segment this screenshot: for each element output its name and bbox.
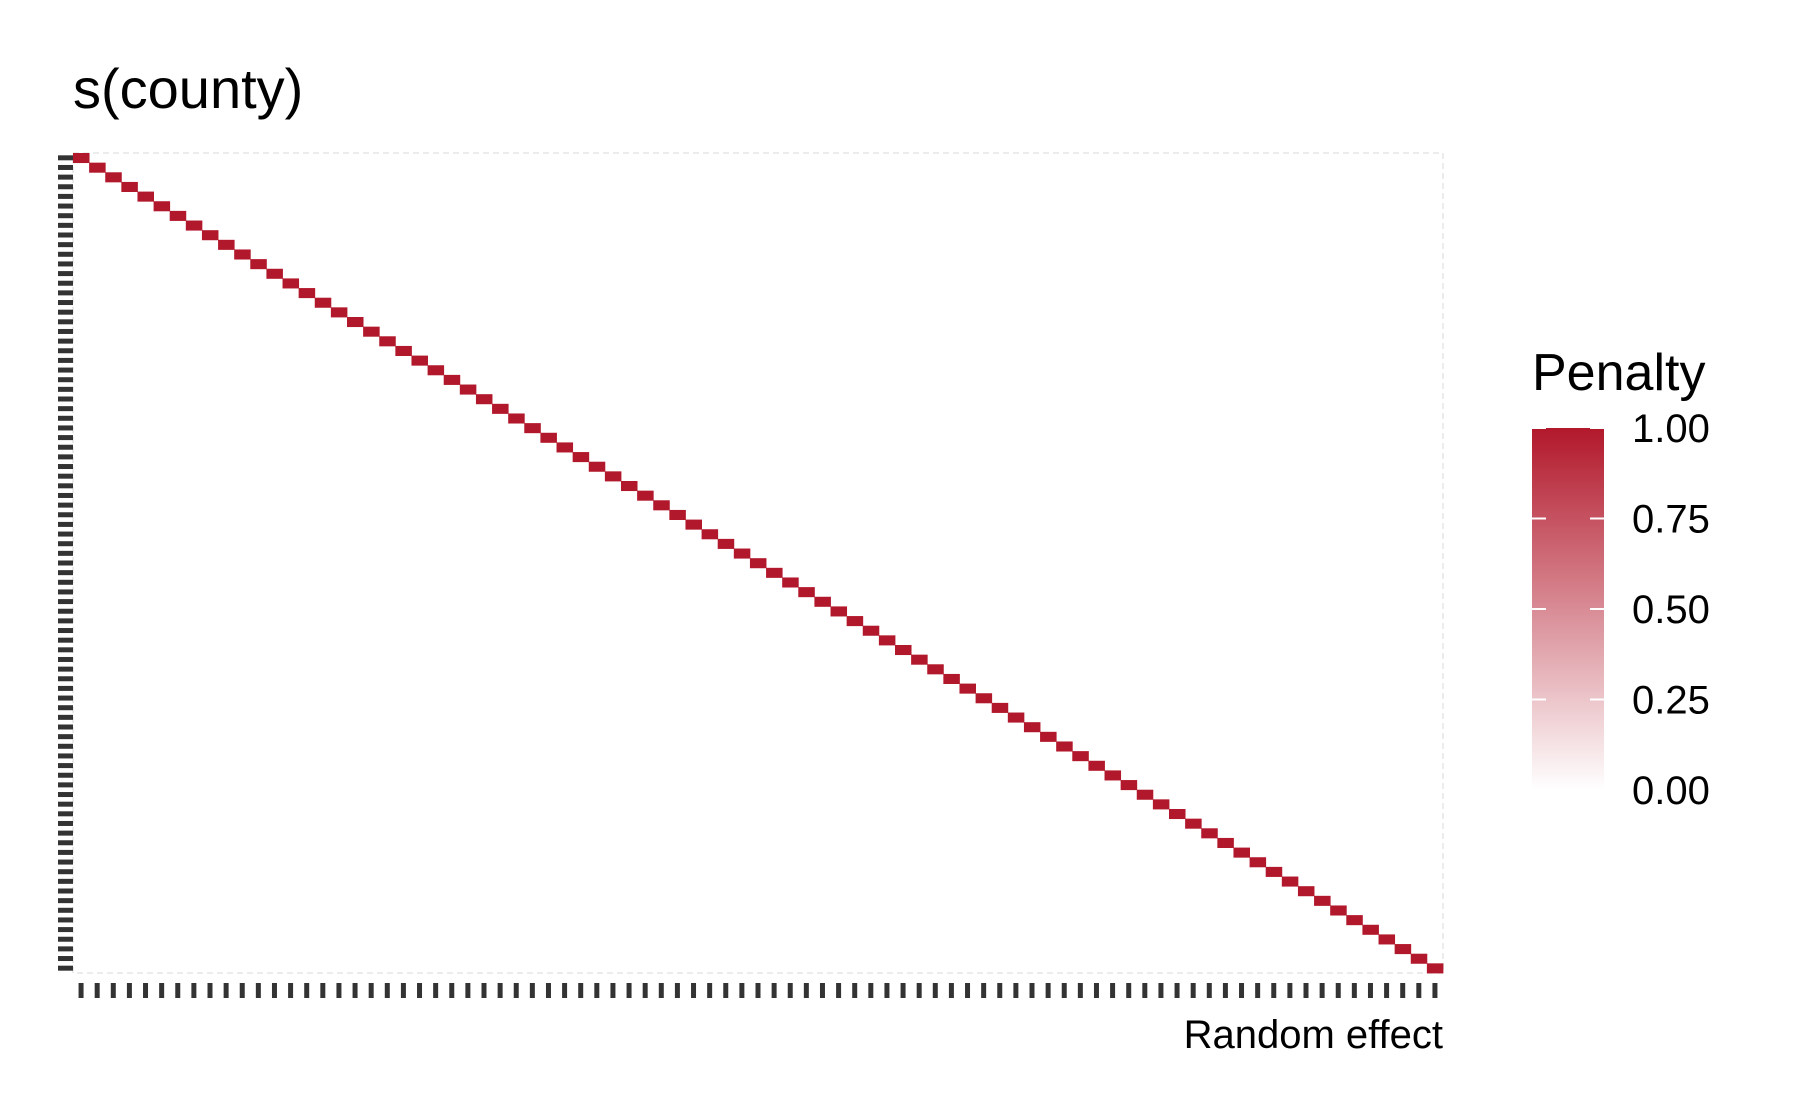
heatmap-cell bbox=[959, 683, 976, 694]
chart-title: s(county) bbox=[73, 57, 303, 120]
legend-ticks: 1.00 0.75 0.50 0.25 0.00 bbox=[1532, 407, 1710, 813]
heatmap-cell bbox=[1394, 944, 1412, 955]
heatmap-cell bbox=[878, 635, 896, 646]
heatmap-cell bbox=[1056, 741, 1073, 752]
heatmap-cells bbox=[73, 153, 1444, 974]
heatmap-cell bbox=[89, 162, 106, 173]
heatmap-cell bbox=[1410, 953, 1428, 964]
heatmap-cell bbox=[121, 181, 138, 192]
heatmap-cell bbox=[685, 519, 702, 530]
heatmap-cell bbox=[218, 239, 235, 250]
heatmap-cell bbox=[443, 374, 461, 385]
heatmap-cell bbox=[862, 625, 880, 636]
heatmap-cell bbox=[943, 673, 960, 684]
heatmap-cell bbox=[846, 616, 864, 627]
heatmap-cell bbox=[669, 509, 686, 520]
heatmap-cell bbox=[185, 220, 203, 231]
heatmap-cell bbox=[266, 268, 283, 279]
heatmap-cell bbox=[814, 596, 831, 607]
heatmap-cell bbox=[73, 153, 90, 164]
heatmap-cell bbox=[363, 326, 380, 337]
heatmap-cell bbox=[1136, 789, 1154, 800]
heatmap-cell bbox=[1169, 809, 1186, 820]
heatmap-cell bbox=[1297, 886, 1315, 897]
heatmap-cell bbox=[556, 442, 574, 453]
heatmap-cell bbox=[991, 702, 1009, 713]
heatmap-cell bbox=[540, 432, 557, 443]
heatmap-cell bbox=[1023, 722, 1041, 733]
heatmap-cell bbox=[1265, 866, 1283, 877]
heatmap-cell bbox=[475, 394, 493, 405]
heatmap-cell bbox=[701, 529, 719, 540]
heatmap-cell bbox=[717, 538, 735, 549]
heatmap-cell bbox=[911, 654, 928, 665]
heatmap-cell bbox=[1249, 857, 1267, 868]
heatmap-cell bbox=[1040, 731, 1057, 742]
heatmap-cell bbox=[1314, 895, 1331, 906]
legend: Penalty 1.00 0.75 0.50 0.25 0.00 bbox=[1532, 344, 1710, 813]
legend-tick-label: 0.50 bbox=[1632, 588, 1710, 632]
heatmap-cell bbox=[1072, 751, 1089, 762]
heatmap-cell bbox=[347, 317, 364, 328]
heatmap-cell bbox=[153, 201, 171, 212]
heatmap-cell bbox=[621, 481, 638, 492]
heatmap-cell bbox=[330, 307, 348, 318]
legend-tick-label: 1.00 bbox=[1632, 407, 1710, 451]
heatmap-cell bbox=[1007, 712, 1025, 723]
heatmap-cell bbox=[975, 693, 993, 704]
heatmap-cell bbox=[749, 558, 767, 569]
heatmap-cell bbox=[798, 587, 815, 598]
heatmap-cell bbox=[427, 365, 445, 376]
heatmap-cell bbox=[395, 345, 412, 356]
x-axis-ticks bbox=[78, 983, 1438, 998]
heatmap-cell bbox=[1104, 770, 1122, 781]
heatmap-cell bbox=[927, 664, 944, 675]
heatmap-cell bbox=[411, 355, 428, 366]
heatmap-cell bbox=[298, 288, 316, 299]
heatmap-cell bbox=[1152, 799, 1170, 810]
heatmap-cell bbox=[1330, 905, 1347, 916]
heatmap-cell bbox=[459, 384, 477, 395]
heatmap-cell bbox=[1120, 780, 1138, 791]
heatmap-cell bbox=[1378, 934, 1396, 945]
heatmap-cell bbox=[1362, 924, 1379, 935]
heatmap-cell bbox=[250, 259, 267, 270]
heatmap-cell bbox=[653, 500, 670, 511]
heatmap-cell bbox=[314, 297, 332, 308]
heatmap-cell bbox=[830, 606, 848, 617]
heatmap-cell bbox=[1201, 828, 1218, 839]
heatmap-cell bbox=[895, 645, 912, 656]
heatmap-cell bbox=[1088, 760, 1105, 771]
heatmap-cell bbox=[137, 191, 154, 202]
heatmap-cell bbox=[282, 278, 300, 289]
legend-tick-label: 0.00 bbox=[1632, 769, 1710, 813]
y-axis-ticks bbox=[58, 155, 73, 971]
heatmap-cell bbox=[508, 413, 525, 424]
heatmap-cell bbox=[637, 490, 654, 501]
legend-tick-label: 0.25 bbox=[1632, 679, 1710, 723]
heatmap-cell bbox=[572, 452, 590, 463]
heatmap-cell bbox=[604, 471, 622, 482]
heatmap-cell bbox=[1281, 876, 1299, 887]
heatmap-cell bbox=[105, 172, 122, 183]
heatmap-cell bbox=[588, 461, 606, 472]
heatmap-cell bbox=[1217, 837, 1234, 848]
heatmap-cell bbox=[1185, 818, 1202, 829]
x-axis-label: Random effect bbox=[1184, 1013, 1443, 1057]
legend-title: Penalty bbox=[1532, 344, 1705, 402]
heatmap-cell bbox=[492, 403, 509, 414]
heatmap-cell bbox=[782, 577, 799, 588]
heatmap-cell bbox=[379, 336, 396, 347]
heatmap-cell bbox=[766, 567, 783, 578]
heatmap-cell bbox=[169, 210, 187, 221]
heatmap-cell bbox=[201, 230, 219, 241]
heatmap-cell bbox=[733, 548, 751, 559]
heatmap-cell bbox=[1233, 847, 1250, 858]
heatmap-cell bbox=[1426, 963, 1444, 974]
heatmap-cell bbox=[524, 423, 541, 434]
heatmap-cell bbox=[1346, 915, 1363, 926]
legend-tick-label: 0.75 bbox=[1632, 498, 1710, 542]
heatmap-cell bbox=[234, 249, 251, 260]
